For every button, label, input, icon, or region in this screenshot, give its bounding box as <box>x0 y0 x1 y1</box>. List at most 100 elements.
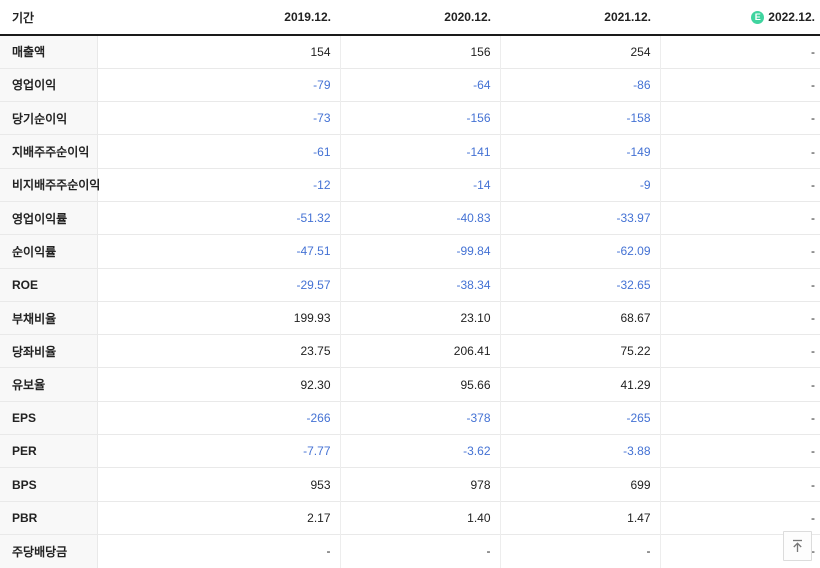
row-label: 주당배당금 <box>0 534 98 568</box>
cell-value: -86 <box>500 68 661 102</box>
cell-value: - <box>811 111 815 126</box>
cell-value: -14 <box>340 168 501 202</box>
table-row: 부채비율 199.93 23.10 68.67 - <box>0 301 820 335</box>
cell-value: 254 <box>500 35 661 69</box>
cell-value: - <box>811 277 815 292</box>
table-row: 비지배주주순이익 -12 -14 -9 - <box>0 168 820 202</box>
cell-value: - <box>811 444 815 459</box>
cell-value: 75.22 <box>500 334 661 368</box>
cell-value: -33.97 <box>500 201 661 235</box>
cell-value: -40.83 <box>340 201 501 235</box>
year-label: 2020.12. <box>444 10 491 24</box>
cell-value: 699 <box>500 467 661 502</box>
cell-value: 41.29 <box>500 367 661 402</box>
cell-value: -265 <box>500 401 661 435</box>
cell-value: - <box>811 544 815 559</box>
year-label: 2021.12. <box>604 10 651 24</box>
scroll-to-top-arrow-icon <box>790 538 805 554</box>
cell-value: -3.62 <box>340 434 501 468</box>
cell-value: - <box>500 534 661 568</box>
cell-value: 23.75 <box>97 334 341 368</box>
cell-value: -7.77 <box>97 434 341 468</box>
cell-value: - <box>811 377 815 392</box>
cell-value: -266 <box>97 401 341 435</box>
year-column-header: E 2022.12. <box>660 0 820 35</box>
cell-value: - <box>811 510 815 525</box>
cell-value: - <box>340 534 501 568</box>
year-column-header: 2020.12. <box>340 0 500 35</box>
table-row: 당기순이익 -73 -156 -158 - <box>0 101 820 135</box>
cell-value: -141 <box>340 134 501 169</box>
table-row: 매출액 154 156 254 - <box>0 35 820 69</box>
row-label: 유보율 <box>0 367 98 402</box>
table-row: BPS 953 978 699 - <box>0 467 820 502</box>
cell-value: -29.57 <box>97 268 341 302</box>
period-header-label: 기간 <box>0 0 97 35</box>
estimate-badge-icon: E <box>751 11 765 24</box>
table-header-row: 기간 2019.12. 2020.12. 2021.12. E 2022.12. <box>0 0 820 35</box>
table-row: 주당배당금 - - - - <box>0 534 820 568</box>
row-label: EPS <box>0 401 98 435</box>
table-row: 지배주주순이익 -61 -141 -149 - <box>0 134 820 169</box>
table-row: ROE -29.57 -38.34 -32.65 - <box>0 268 820 302</box>
cell-value: - <box>811 77 815 92</box>
row-label: 매출액 <box>0 35 98 69</box>
row-label: 비지배주주순이익 <box>0 168 100 202</box>
row-label: BPS <box>0 467 98 502</box>
cell-value: -9 <box>500 168 661 202</box>
row-label: PBR <box>0 501 98 535</box>
cell-value: 154 <box>97 35 341 69</box>
table-row: EPS -266 -378 -265 - <box>0 401 820 435</box>
cell-value: -51.32 <box>97 201 341 235</box>
row-label: 영업이익 <box>0 68 98 102</box>
table-row: PER -7.77 -3.62 -3.88 - <box>0 434 820 468</box>
cell-value: -378 <box>340 401 501 435</box>
cell-value: 95.66 <box>340 367 501 402</box>
cell-value: -47.51 <box>97 234 341 269</box>
cell-value: 953 <box>97 467 341 502</box>
cell-value: 199.93 <box>97 301 341 335</box>
cell-value: -32.65 <box>500 268 661 302</box>
year-column-header: 2019.12. <box>97 0 340 35</box>
row-label: 순이익률 <box>0 234 98 269</box>
cell-value: -149 <box>500 134 661 169</box>
cell-value: -62.09 <box>500 234 661 269</box>
table-row: 당좌비율 23.75 206.41 75.22 - <box>0 334 820 368</box>
cell-value: - <box>811 211 815 226</box>
cell-value: - <box>811 244 815 259</box>
cell-value: - <box>811 477 815 492</box>
year-label: 2019.12. <box>284 10 331 24</box>
cell-value: -73 <box>97 101 341 135</box>
cell-value: -99.84 <box>340 234 501 269</box>
cell-value: -158 <box>500 101 661 135</box>
year-column-header: 2021.12. <box>500 0 660 35</box>
cell-value: 2.17 <box>97 501 341 535</box>
year-label: 2022.12. <box>768 10 815 24</box>
cell-value: 156 <box>340 35 501 69</box>
cell-value: 92.30 <box>97 367 341 402</box>
table-row: 영업이익률 -51.32 -40.83 -33.97 - <box>0 201 820 235</box>
table-row: 순이익률 -47.51 -99.84 -62.09 - <box>0 234 820 269</box>
cell-value: 206.41 <box>340 334 501 368</box>
row-label: PER <box>0 434 98 468</box>
cell-value: - <box>811 177 815 192</box>
row-label: ROE <box>0 268 98 302</box>
row-label: 당기순이익 <box>0 101 98 135</box>
row-label: 당좌비율 <box>0 334 98 368</box>
table-row: PBR 2.17 1.40 1.47 - <box>0 501 820 535</box>
cell-value: - <box>97 534 341 568</box>
cell-value: -3.88 <box>500 434 661 468</box>
cell-value: - <box>811 144 815 159</box>
cell-value: - <box>811 344 815 359</box>
cell-value: 68.67 <box>500 301 661 335</box>
cell-value: 1.40 <box>340 501 501 535</box>
cell-value: 978 <box>340 467 501 502</box>
cell-value: -12 <box>97 168 341 202</box>
cell-value: 1.47 <box>500 501 661 535</box>
scroll-to-top-button[interactable] <box>783 531 812 561</box>
cell-value: -38.34 <box>340 268 501 302</box>
table-row: 영업이익 -79 -64 -86 - <box>0 68 820 102</box>
table-row: 유보율 92.30 95.66 41.29 - <box>0 367 820 402</box>
cell-value: 23.10 <box>340 301 501 335</box>
cell-value: - <box>811 311 815 326</box>
